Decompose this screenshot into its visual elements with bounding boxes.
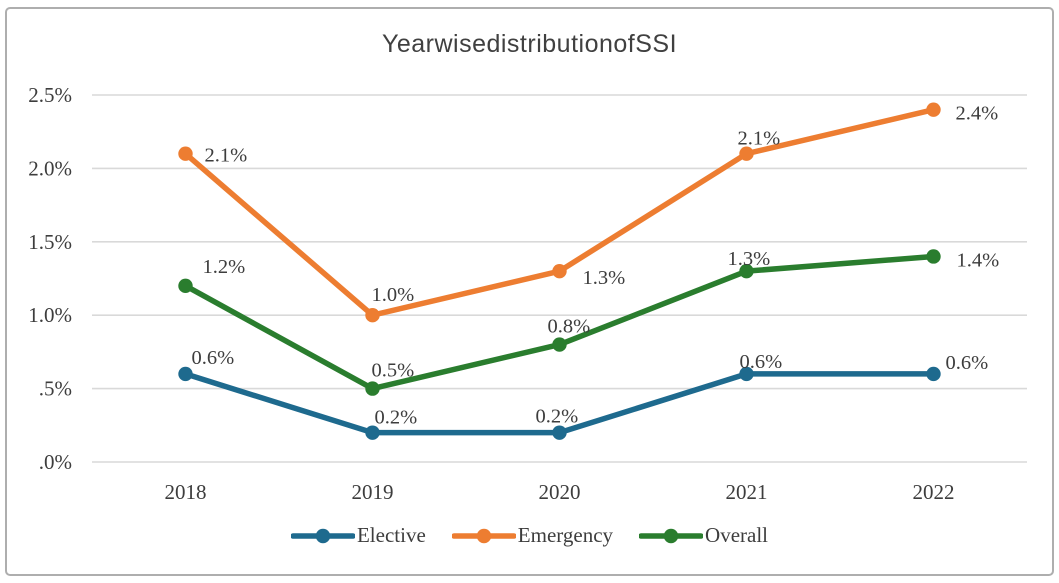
legend-item-emergency: Emergency [451, 523, 614, 548]
x-axis-label: 2019 [352, 480, 394, 504]
data-point-elective [926, 366, 941, 382]
data-point-overall [926, 249, 941, 264]
x-axis-label: 2020 [539, 480, 581, 504]
legend-label: Overall [705, 523, 769, 547]
data-point-label: 2.4% [956, 103, 999, 125]
data-point-elective [365, 425, 380, 440]
legend-item-overall: Overall [639, 523, 768, 548]
data-point-emergency [739, 146, 754, 161]
data-point-label: 2.1% [738, 128, 781, 150]
legend-label: Emergency [517, 523, 614, 547]
data-point-label: 0.5% [372, 360, 415, 382]
y-axis-tick-label: 2.0% [28, 156, 72, 180]
x-axis-label: 2022 [913, 480, 955, 504]
data-point-label: 1.3% [728, 248, 771, 270]
data-point-emergency [178, 146, 193, 161]
data-point-label: 1.0% [372, 284, 415, 306]
data-point-label: 1.2% [203, 256, 246, 278]
legend-marker-overall [639, 528, 704, 543]
data-point-overall [552, 337, 567, 352]
data-point-label: 0.8% [548, 316, 591, 338]
data-point-elective [739, 366, 754, 382]
data-point-label: 2.1% [205, 145, 248, 167]
legend-marker-elective [290, 528, 355, 543]
y-axis-tick-label: 2.5% [28, 83, 72, 107]
data-point-overall [178, 278, 193, 294]
legend-dot [476, 528, 491, 543]
chart-legend: Elective Emergency Overall [0, 523, 1059, 548]
data-point-overall [739, 263, 754, 279]
data-point-label: 0.2% [375, 407, 418, 429]
data-point-label: 0.6% [192, 347, 235, 369]
data-point-elective [552, 425, 567, 440]
data-point-label: 0.6% [740, 351, 783, 373]
data-point-label: 0.6% [946, 352, 989, 374]
legend-marker-emergency [451, 528, 516, 543]
data-point-label: 1.4% [957, 249, 1000, 271]
data-point-emergency [552, 263, 567, 279]
legend-dot [663, 528, 679, 543]
x-axis-label: 2018 [165, 480, 207, 504]
data-point-overall [365, 381, 380, 396]
legend-item-elective: Elective [290, 523, 426, 548]
data-point-emergency [365, 308, 380, 323]
legend-dot [315, 528, 331, 543]
x-axis-label: 2021 [726, 480, 768, 504]
data-point-label: 0.2% [536, 406, 579, 428]
y-axis-tick-label: 1.5% [28, 230, 72, 254]
y-axis-tick-label: .0% [39, 450, 72, 474]
chart-title: YearwisedistributionofSSI [381, 30, 678, 58]
data-point-label: 1.3% [583, 267, 626, 289]
y-axis-tick-label: .5% [39, 377, 72, 401]
y-axis-tick-label: 1.0% [28, 303, 72, 327]
legend-label: Elective [356, 523, 426, 547]
data-point-emergency [926, 102, 941, 117]
series-line-emergency [182, 106, 937, 318]
data-point-elective [178, 366, 193, 382]
